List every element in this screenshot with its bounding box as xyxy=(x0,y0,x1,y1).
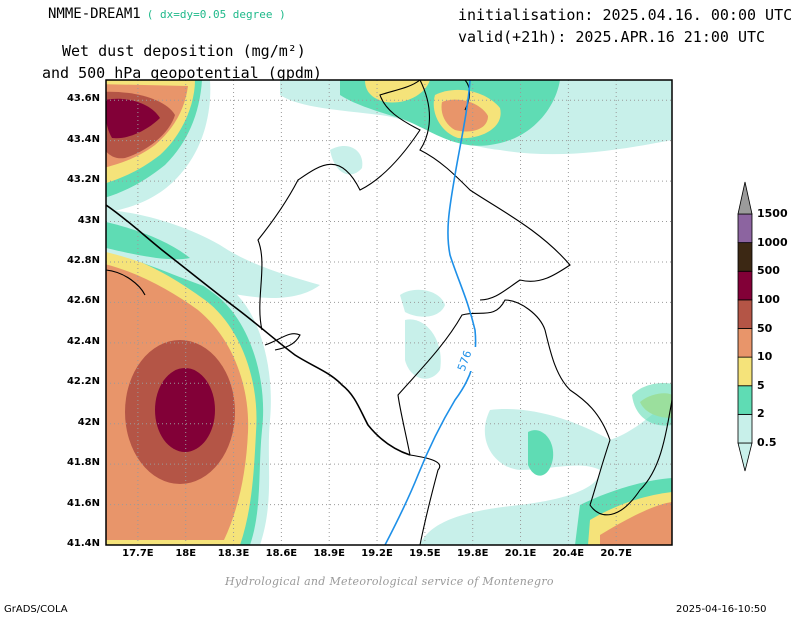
title-line-1: Wet dust deposition (mg/m²) xyxy=(62,42,306,60)
colorbar-level-label: 1500 xyxy=(757,207,788,220)
border-serbia xyxy=(419,80,571,301)
border-kosovo xyxy=(397,299,611,456)
colorbar-segment xyxy=(737,328,753,358)
model-name: NMME-DREAM1 ( dx=dy=0.05 degree ) xyxy=(48,6,286,22)
lon-tick-label: 18.9E xyxy=(313,548,345,559)
lat-tick-label: 43N xyxy=(77,214,100,226)
colorbar-level-label: 100 xyxy=(757,292,780,306)
border-mk xyxy=(589,399,672,516)
lat-tick-label: 42.4N xyxy=(66,335,100,347)
lat-tick-label: 42.8N xyxy=(66,254,100,266)
grid-lines xyxy=(106,80,672,545)
lon-tick-label: 18.3E xyxy=(217,548,250,559)
lon-tick-label: 18E xyxy=(175,548,197,559)
lat-tick-label: 41.8N xyxy=(66,457,100,469)
lat-tick-label: 42N xyxy=(77,416,100,428)
lon-tick-label: 19.5E xyxy=(409,548,441,559)
colorbar-upper-arrow xyxy=(737,181,753,215)
deposition-patch-3 xyxy=(405,319,441,379)
border-albania-mne xyxy=(409,454,441,545)
colorbar-level-label: 1000 xyxy=(757,235,788,249)
valid-time: valid(+21h): 2025.APR.16 21:00 UTC xyxy=(458,28,766,46)
lat-tick-label: 42.2N xyxy=(66,376,100,388)
colorbar xyxy=(737,181,753,472)
colorbar-segment xyxy=(737,299,753,329)
bay-of-kotor xyxy=(264,333,301,351)
lat-tick-label: 43.6N xyxy=(66,93,100,105)
colorbar-level-label: 500 xyxy=(757,264,780,278)
lat-tick-label: 43.4N xyxy=(66,133,100,145)
map-frame xyxy=(105,79,673,546)
lat-tick-label: 43.2N xyxy=(66,174,100,186)
lat-tick-label: 42.6N xyxy=(66,295,100,307)
deposition-patch-2 xyxy=(400,289,445,317)
lon-tick-label: 20.1E xyxy=(504,548,537,559)
peljesac xyxy=(106,269,146,296)
deposition-area-100 xyxy=(155,368,215,452)
colorbar-segment xyxy=(737,270,753,301)
lon-tick-label: 19.2E xyxy=(361,548,393,559)
colorbar-segment xyxy=(737,385,753,415)
colorbar-segment xyxy=(737,213,753,244)
geopotential-contour: 576 xyxy=(384,80,479,545)
deposition-fields xyxy=(106,80,672,545)
lon-tick-label: 19.8E xyxy=(456,548,489,559)
colorbar-level-label: 0.5 xyxy=(757,436,777,449)
contour-576-line xyxy=(384,80,477,545)
contour-label-bg xyxy=(457,347,479,371)
colorbar-level-label: 2 xyxy=(757,407,765,421)
lat-tick-label: 41.6N xyxy=(66,497,100,509)
deposition-se-10 xyxy=(600,502,672,545)
colorbar-segment xyxy=(737,242,753,272)
credit-text: Hydrological and Meteorological service … xyxy=(225,575,554,588)
lon-tick-label: 17.7E xyxy=(122,548,154,559)
timestamp-label: 2025-04-16-10:50 xyxy=(676,604,767,615)
colorbar-level-label: 50 xyxy=(757,321,773,335)
colorbar-segment xyxy=(737,356,753,387)
colorbar-level-label: 5 xyxy=(757,378,765,392)
colorbar-lower-arrow xyxy=(737,442,753,472)
deposition-area-nw-100 xyxy=(106,98,160,139)
lat-tick-label: 41.4N xyxy=(66,538,100,549)
borders xyxy=(106,80,672,545)
border-bih xyxy=(257,80,421,331)
model-label: NMME-DREAM1 xyxy=(48,6,141,22)
initialisation-time: initialisation: 2025.04.16. 00:00 UTC xyxy=(458,6,793,24)
lon-tick-label: 18.6E xyxy=(265,548,298,559)
lon-tick-label: 20.7E xyxy=(600,548,632,559)
deposition-band-0.5 xyxy=(106,210,320,298)
resolution-label: ( dx=dy=0.05 degree ) xyxy=(146,8,286,21)
lon-tick-label: 20.4E xyxy=(552,548,585,559)
deposition-band-2 xyxy=(106,222,190,260)
title-line-2: and 500 hPa geopotential (gpdm) xyxy=(42,64,322,82)
deposition-patch-1 xyxy=(330,146,363,175)
coastline xyxy=(106,204,411,456)
colorbar-level-label: 10 xyxy=(757,350,773,364)
software-label: GrADS/COLA xyxy=(4,604,68,615)
deposition-east-2 xyxy=(632,383,672,426)
colorbar-segment xyxy=(737,413,753,444)
